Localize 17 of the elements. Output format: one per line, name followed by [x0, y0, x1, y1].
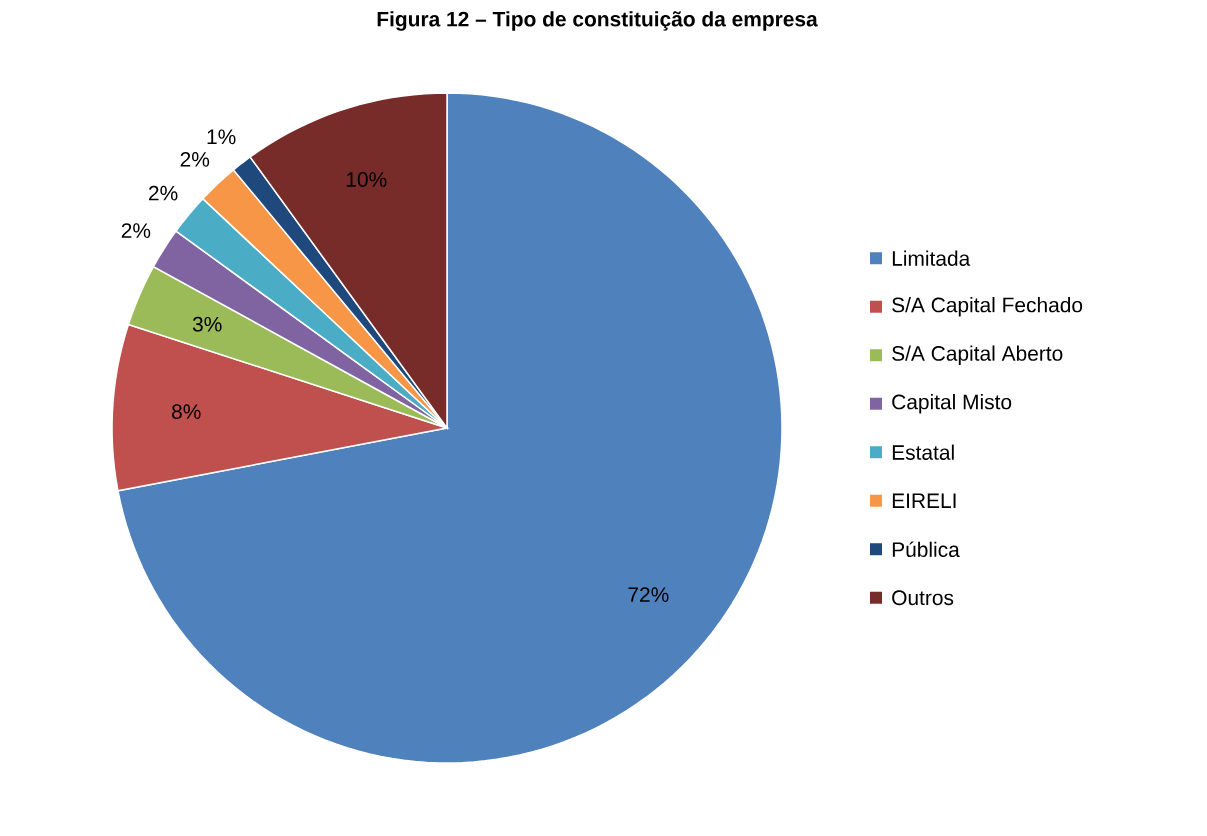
legend-label: Outros	[892, 590, 954, 606]
legend-label: S/A Capital Aberto	[892, 345, 1063, 365]
data-label: 3%	[192, 316, 222, 332]
data-label: 1%	[207, 129, 236, 145]
data-label: 2%	[180, 152, 210, 167]
data-label: 8%	[172, 404, 201, 419]
chart-title: Figura 12 – Tipo de constituição da empresa	[377, 11, 818, 31]
legend-label: Estatal	[892, 444, 954, 460]
data-label: 2%	[149, 185, 178, 201]
legend-label: Limitada	[892, 250, 971, 266]
legend-label: Pública	[892, 541, 960, 558]
legend-label: EIRELI	[892, 493, 956, 508]
legend-label: Capital Misto	[892, 393, 1012, 414]
legend-label: S/A Capital Fechado	[892, 296, 1083, 317]
data-label: 72%	[628, 587, 669, 602]
data-label: 10%	[346, 172, 387, 187]
data-label: 2%	[121, 223, 151, 238]
